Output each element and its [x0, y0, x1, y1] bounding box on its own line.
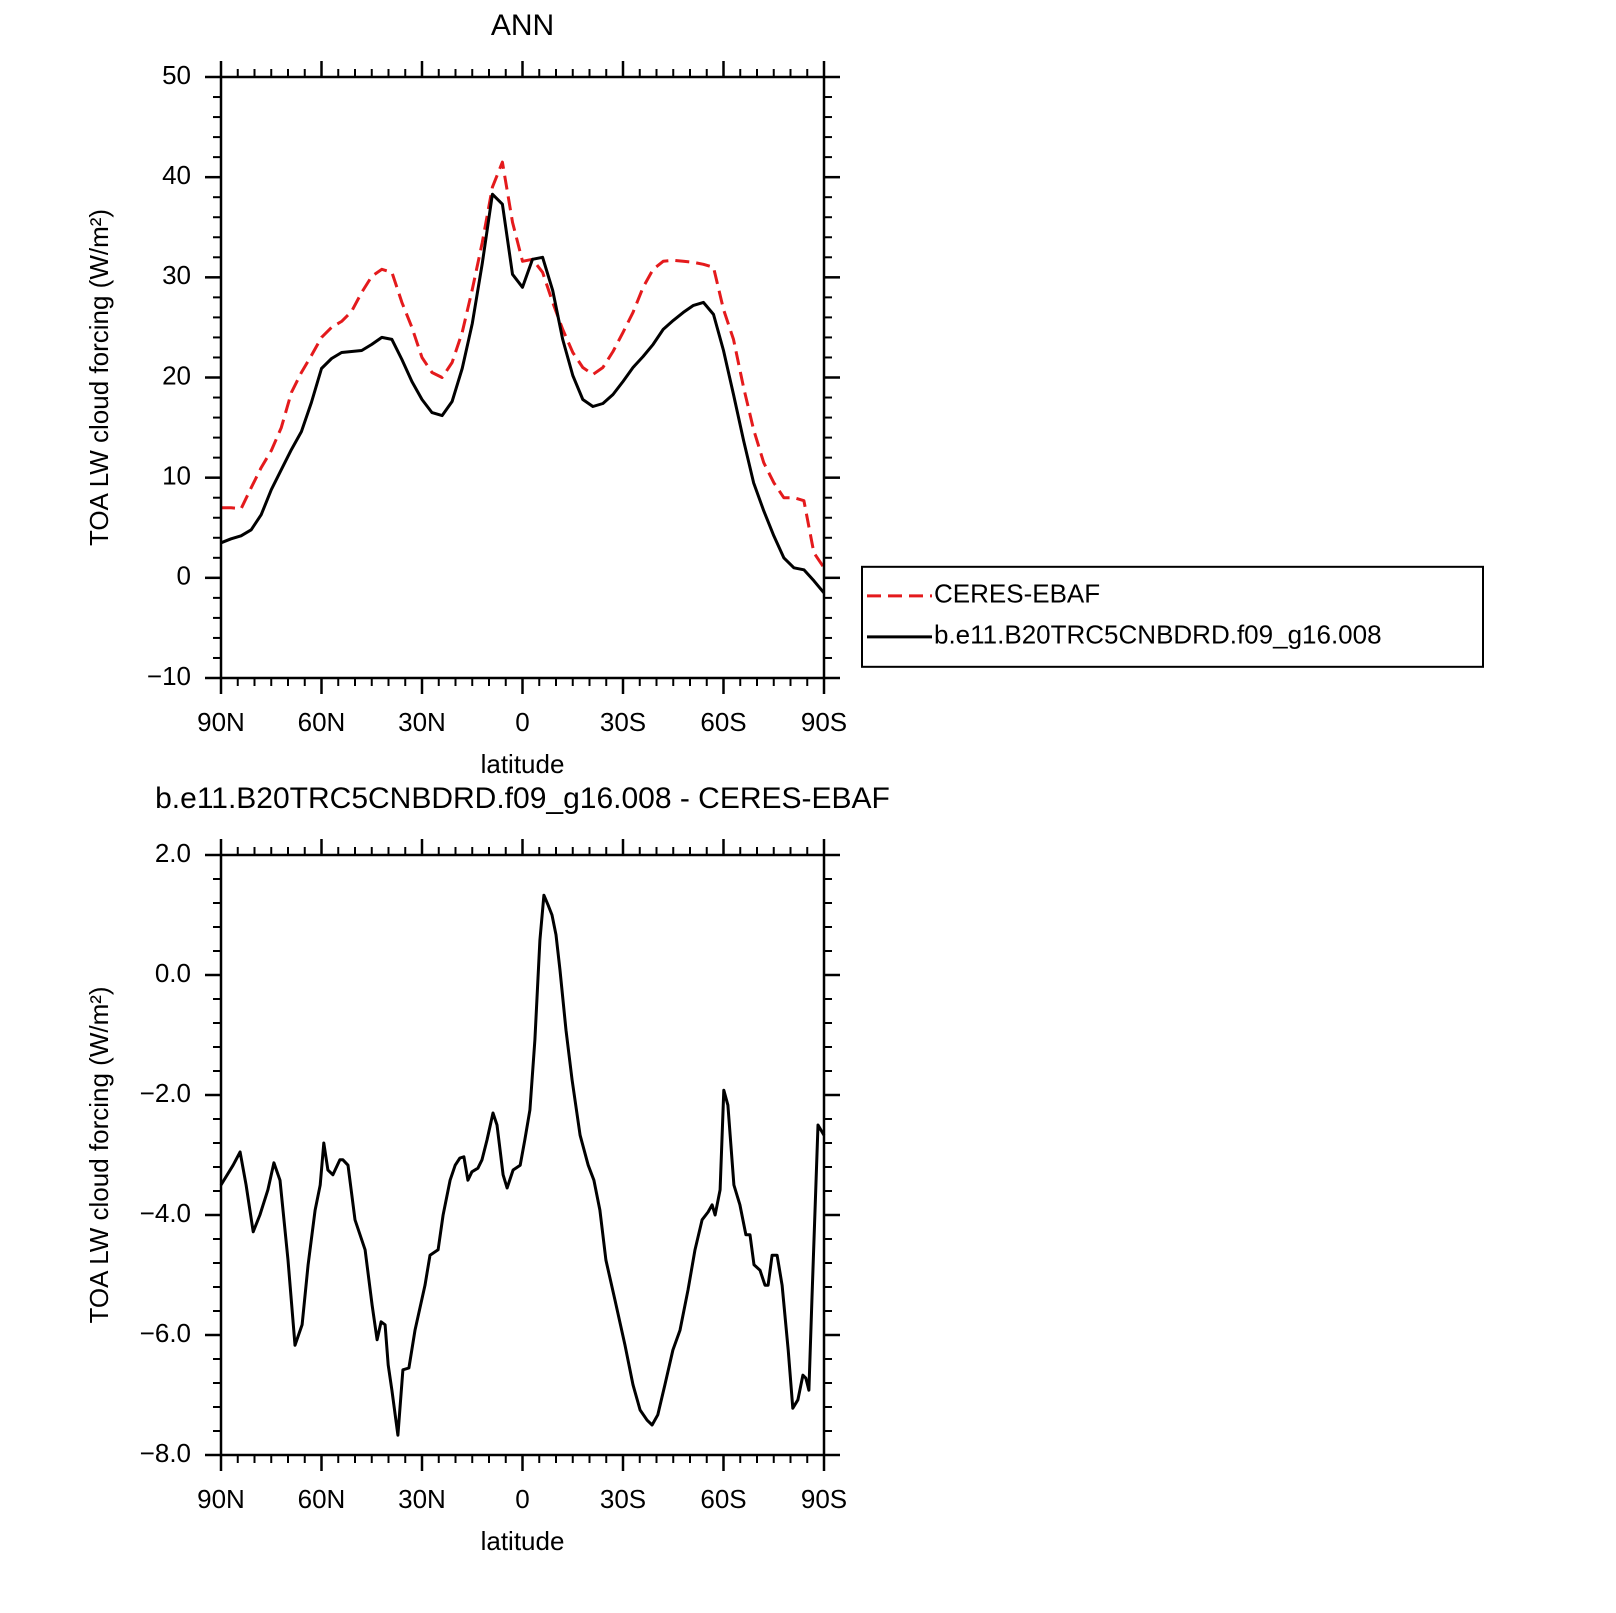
- y-tick-label: 20: [162, 360, 191, 390]
- data-line: [220, 192, 826, 594]
- y-tick-label: 40: [162, 160, 191, 190]
- data-line: [219, 893, 826, 1437]
- x-axis-label: latitude: [481, 749, 565, 779]
- chart-title: ANN: [491, 9, 554, 42]
- x-tick-label: 30S: [600, 1484, 646, 1514]
- x-tick-label: 60S: [700, 1484, 746, 1514]
- y-tick-label: −2.0: [140, 1078, 191, 1108]
- y-tick-label: 50: [162, 60, 191, 90]
- y-tick-label: 2.0: [155, 838, 191, 868]
- x-tick-label: 30N: [398, 707, 446, 737]
- plot-frame: [219, 853, 826, 1457]
- x-tick-label: 90S: [801, 707, 847, 737]
- x-axis-label: latitude: [481, 1526, 565, 1556]
- y-tick-label: −8.0: [140, 1438, 191, 1468]
- x-tick-label: 60N: [298, 707, 346, 737]
- y-tick-label: −10: [147, 661, 191, 691]
- y-tick-label: 0: [177, 561, 191, 591]
- legend-box: [861, 565, 1484, 668]
- x-tick-label: 90S: [801, 1484, 847, 1514]
- y-axis-label: TOA LW cloud forcing (W/m²): [84, 209, 114, 546]
- chart-title: b.e11.B20TRC5CNBDRD.f09_g16.008 - CERES-…: [155, 782, 890, 815]
- y-tick-label: −4.0: [140, 1198, 191, 1228]
- y-tick-label: 0.0: [155, 958, 191, 988]
- legend-label: CERES-EBAF: [934, 579, 1100, 609]
- legend-label: b.e11.B20TRC5CNBDRD.f09_g16.008: [934, 620, 1382, 650]
- x-tick-label: 0: [515, 1484, 529, 1514]
- x-tick-label: 30S: [600, 707, 646, 737]
- x-tick-label: 60N: [298, 1484, 346, 1514]
- plot-frame: [219, 75, 826, 680]
- x-tick-label: 90N: [197, 707, 245, 737]
- data-line: [221, 160, 826, 569]
- y-axis-label: TOA LW cloud forcing (W/m²): [84, 986, 114, 1323]
- y-tick-label: 30: [162, 260, 191, 290]
- y-tick-label: −6.0: [140, 1318, 191, 1348]
- x-tick-label: 0: [515, 707, 529, 737]
- x-tick-label: 90N: [197, 1484, 245, 1514]
- x-tick-label: 60S: [700, 707, 746, 737]
- y-tick-label: 10: [162, 461, 191, 491]
- x-tick-label: 30N: [398, 1484, 446, 1514]
